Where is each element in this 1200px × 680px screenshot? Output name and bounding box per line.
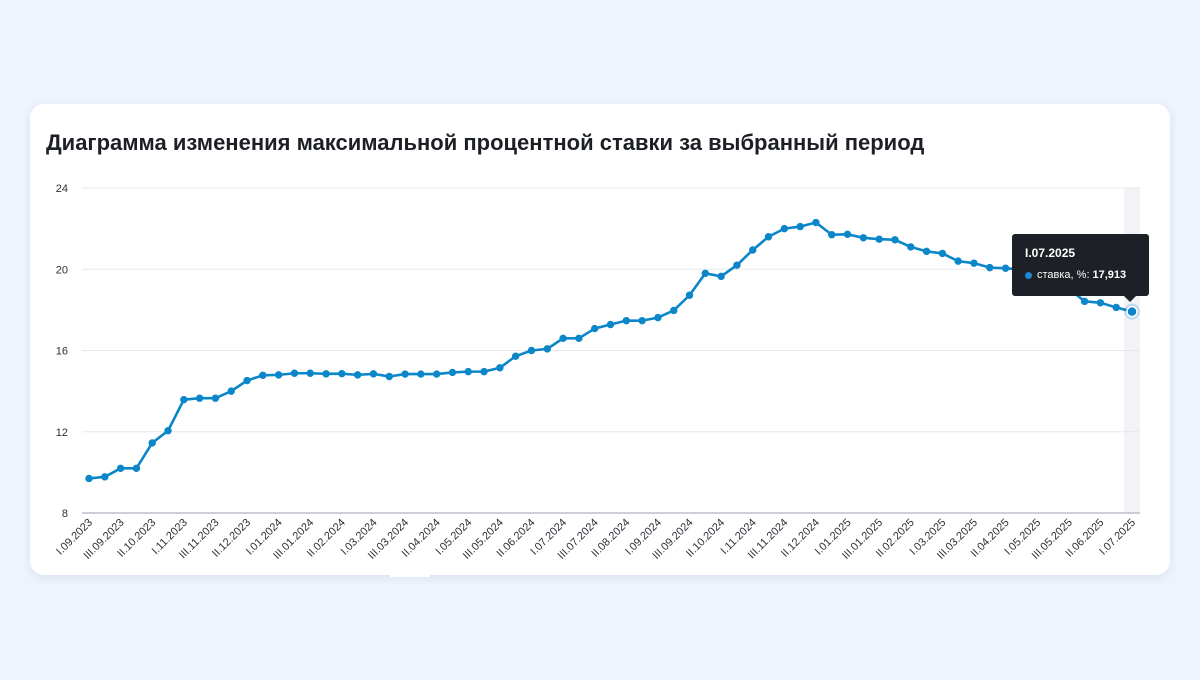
data-point xyxy=(685,291,694,299)
tooltip-value: 17,913 xyxy=(1092,269,1127,281)
data-point xyxy=(670,306,678,315)
data-point xyxy=(243,376,251,385)
data-point xyxy=(1001,264,1010,272)
data-point xyxy=(195,394,204,402)
data-point xyxy=(101,473,109,481)
data-point xyxy=(385,372,393,381)
data-point xyxy=(401,370,409,378)
data-point xyxy=(1112,303,1120,312)
series-dot-icon xyxy=(1025,271,1032,279)
data-point xyxy=(559,334,567,343)
data-point xyxy=(543,345,551,353)
y-tick-label: 12 xyxy=(56,427,68,439)
chart-title: Диаграмма изменения максимальной процент… xyxy=(46,130,925,155)
data-point xyxy=(717,272,725,281)
data-point xyxy=(654,313,662,322)
data-point xyxy=(448,368,457,377)
chart-card: Диаграмма изменения максимальной процент… xyxy=(30,104,1170,575)
data-point xyxy=(575,334,583,343)
scroll-indicator xyxy=(390,575,430,577)
data-point xyxy=(938,249,947,258)
data-point xyxy=(986,263,994,272)
data-point xyxy=(812,218,820,227)
data-point xyxy=(116,464,125,473)
data-point xyxy=(527,346,536,355)
data-point xyxy=(922,247,931,256)
data-point xyxy=(828,231,836,239)
data-point xyxy=(369,370,378,378)
data-point xyxy=(1096,299,1105,307)
data-point xyxy=(954,257,962,265)
data-point xyxy=(780,224,789,233)
data-point xyxy=(290,369,299,377)
data-tooltip: I.07.2025 ставка, %: 17,913 xyxy=(1012,234,1149,302)
y-tick-label: 8 xyxy=(62,508,68,520)
series-line-layer xyxy=(85,218,1140,483)
data-point xyxy=(859,234,868,242)
data-point xyxy=(907,243,915,251)
data-point xyxy=(606,320,615,329)
data-point xyxy=(322,370,330,378)
data-point xyxy=(480,367,488,376)
data-point xyxy=(464,367,472,376)
line-chart[interactable]: 8 12 16 20 24 I.09.2023III.09.2023II.10.2023… xyxy=(30,104,1170,575)
tooltip-row: ставка, %: 17,913 xyxy=(1025,269,1149,281)
data-point xyxy=(875,235,883,243)
tooltip-series-label: ставка, %: xyxy=(1037,269,1090,281)
data-point xyxy=(306,369,314,377)
y-tick-label: 24 xyxy=(56,183,68,195)
data-point xyxy=(338,369,346,378)
data-point xyxy=(164,427,172,435)
data-point xyxy=(180,395,188,404)
data-point xyxy=(733,261,741,269)
data-point xyxy=(701,269,710,278)
data-point xyxy=(211,394,220,402)
y-tick-label: 16 xyxy=(56,346,68,358)
tooltip-date: I.07.2025 xyxy=(1025,246,1076,260)
data-point xyxy=(432,370,441,378)
x-axis-labels: I.09.2023III.09.2023II.10.2023I.11.2023I… xyxy=(54,517,1138,562)
data-point xyxy=(796,222,804,231)
data-point xyxy=(85,474,93,483)
data-point xyxy=(590,324,599,333)
data-point xyxy=(132,464,141,473)
data-point xyxy=(638,316,646,325)
data-point xyxy=(353,371,362,379)
data-point xyxy=(622,316,631,325)
data-point xyxy=(227,387,235,395)
y-tick-label: 20 xyxy=(56,264,68,276)
data-point xyxy=(511,352,520,360)
data-point xyxy=(496,364,504,372)
data-point xyxy=(1080,297,1089,306)
data-point xyxy=(274,371,283,379)
data-point xyxy=(259,371,267,379)
highlighted-point xyxy=(1126,305,1138,318)
data-point xyxy=(417,370,425,378)
data-point xyxy=(891,236,899,244)
data-point xyxy=(749,246,757,254)
grid-layer: 8 12 16 20 24 xyxy=(56,183,1140,520)
data-point xyxy=(764,233,773,241)
data-point xyxy=(970,259,978,267)
data-point xyxy=(148,439,156,447)
data-point xyxy=(843,230,852,239)
